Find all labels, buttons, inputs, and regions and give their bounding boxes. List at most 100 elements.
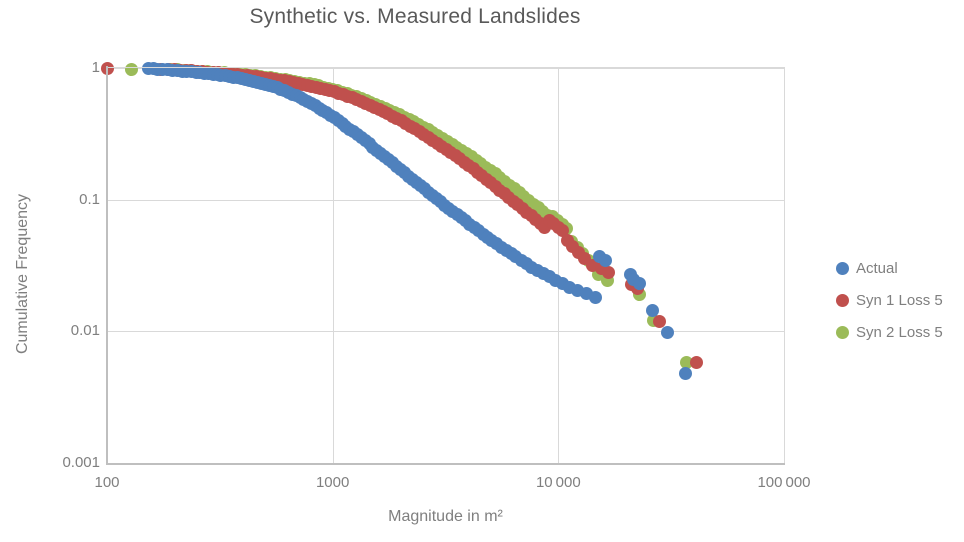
data-point — [563, 280, 577, 294]
data-point — [363, 98, 377, 112]
data-point — [416, 120, 430, 134]
data-point — [439, 142, 453, 156]
legend-item-1[interactable]: Syn 1 Loss 5 — [836, 284, 964, 316]
data-point — [542, 270, 556, 284]
data-point — [350, 90, 364, 104]
data-point — [476, 227, 490, 241]
data-point — [151, 62, 165, 76]
data-point — [561, 233, 575, 247]
data-point — [323, 84, 337, 98]
data-point — [520, 205, 534, 219]
data-point — [633, 288, 647, 302]
data-point — [155, 62, 169, 76]
data-point — [446, 204, 460, 218]
x-tick-label-2: 10 000 — [535, 474, 581, 491]
data-point — [354, 92, 368, 106]
data-point — [378, 149, 392, 163]
data-point — [394, 114, 408, 128]
data-point — [454, 211, 468, 225]
data-point — [345, 88, 359, 102]
data-point — [455, 143, 469, 157]
y-tick-label-2: 0.1 — [79, 190, 100, 208]
data-point — [514, 253, 528, 267]
data-point — [268, 72, 282, 86]
data-point — [480, 230, 494, 244]
data-point — [327, 85, 341, 99]
data-point — [490, 237, 504, 251]
data-point — [288, 74, 302, 88]
data-point — [623, 268, 637, 282]
data-point — [442, 201, 456, 215]
data-point — [549, 273, 563, 287]
data-point — [231, 71, 245, 85]
data-point — [289, 89, 303, 103]
data-point — [233, 67, 247, 81]
data-point — [354, 94, 368, 108]
data-point — [493, 171, 507, 185]
data-point — [588, 290, 602, 304]
data-point — [305, 79, 319, 93]
data-point — [339, 119, 353, 133]
data-point — [600, 273, 614, 287]
data-point — [417, 182, 431, 196]
data-point — [412, 118, 426, 132]
data-point — [565, 235, 579, 249]
data-point — [162, 63, 176, 77]
data-point — [202, 67, 216, 81]
data-point — [268, 71, 282, 85]
data-point — [307, 78, 321, 92]
legend-item-2[interactable]: Syn 2 Loss 5 — [836, 316, 964, 348]
data-point — [434, 194, 447, 208]
data-point — [278, 74, 292, 88]
data-point — [287, 75, 301, 89]
y-tick-label-0: 0.001 — [62, 454, 100, 471]
data-point — [318, 82, 332, 96]
data-point — [470, 165, 484, 179]
legend-marker-icon — [836, 261, 849, 275]
data-point — [335, 85, 349, 99]
data-point — [314, 81, 328, 95]
data-point — [368, 100, 382, 114]
data-point — [512, 186, 526, 200]
data-point — [312, 79, 326, 93]
data-point — [296, 77, 310, 91]
data-point — [270, 81, 284, 95]
data-point — [278, 73, 292, 87]
x-axis-title: Magnitude in m² — [388, 508, 503, 525]
data-point — [483, 163, 497, 177]
data-point — [247, 74, 261, 88]
data-point — [316, 103, 330, 117]
data-point — [359, 96, 373, 110]
data-point — [488, 179, 502, 193]
data-point — [506, 194, 520, 208]
data-point — [226, 67, 240, 81]
data-point — [412, 125, 426, 139]
data-point — [369, 97, 383, 111]
data-point — [576, 247, 590, 260]
data-point — [475, 169, 489, 183]
data-point — [266, 80, 280, 94]
data-point — [301, 95, 315, 109]
plot-border-right — [784, 67, 785, 464]
data-point — [462, 158, 476, 172]
y-tick-label-3: 1 — [91, 59, 100, 76]
data-point — [283, 73, 297, 87]
data-point — [515, 201, 529, 215]
data-point — [566, 240, 580, 254]
data-point — [388, 106, 402, 120]
legend-label: Actual — [856, 259, 898, 277]
data-point — [297, 76, 311, 90]
data-point — [421, 123, 435, 137]
data-point — [484, 176, 498, 190]
legend-item-0[interactable]: Actual — [836, 252, 964, 284]
data-point — [578, 252, 592, 266]
data-point — [354, 131, 368, 145]
data-point — [407, 115, 421, 129]
data-point — [206, 67, 220, 81]
data-point — [168, 63, 182, 77]
data-point — [285, 87, 299, 101]
gridline-y-1 — [107, 331, 784, 332]
data-point — [690, 355, 704, 369]
data-point — [624, 277, 638, 291]
data-point — [586, 259, 600, 273]
